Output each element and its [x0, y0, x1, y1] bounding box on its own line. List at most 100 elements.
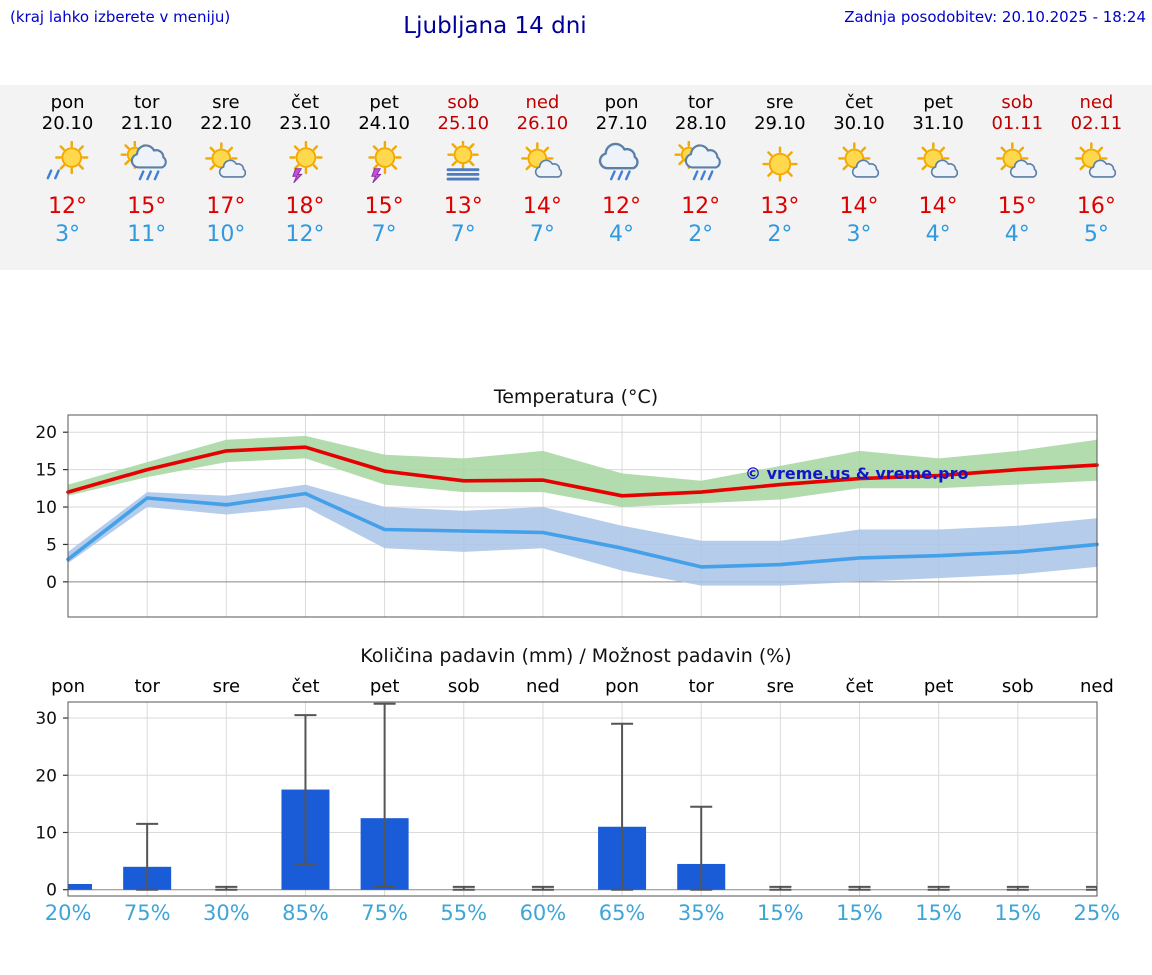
day-date: 02.11: [1070, 113, 1123, 135]
day-date: 22.10: [200, 113, 252, 135]
forecast-day-col: čet 23.10 18° 12°: [265, 92, 344, 270]
forecast-day-col: sob 25.10 13° 7°: [424, 92, 503, 270]
menu-hint: (kraj lahko izberete v meniju): [10, 8, 231, 26]
precipitation-chart-title: Količina padavin (mm) / Možnost padavin …: [360, 645, 792, 667]
day-name: ned: [525, 92, 560, 113]
day-date: 24.10: [358, 113, 410, 135]
forecast-day-col: ned 26.10 14° 7°: [503, 92, 582, 270]
max-temperature: 14°: [839, 194, 879, 220]
day-name: tor: [133, 92, 160, 113]
min-temperature: 10°: [206, 222, 246, 248]
precip-ytick-label: 20: [35, 766, 57, 786]
forecast-day-col: pet 31.10 14° 4°: [899, 92, 978, 270]
sun-cloud-rain-icon: [120, 141, 167, 181]
max-temperature: 13°: [760, 194, 800, 220]
weather-icon-holder: [345, 139, 424, 191]
sun-storm-icon: [289, 141, 323, 184]
precip-probability: 55%: [440, 901, 488, 925]
weather-icon-holder: [661, 139, 740, 191]
sun-cloud-icon: [521, 142, 563, 179]
precip-ytick-label: 0: [46, 881, 57, 900]
forecast-day-col: pon 27.10 12° 4°: [582, 92, 661, 270]
sun-cloud-icon: [204, 142, 246, 179]
precip-day-label: pon: [605, 676, 639, 697]
temp-ytick-label: 10: [35, 498, 57, 518]
precip-probability: 85%: [282, 901, 329, 925]
max-temperature: 17°: [206, 194, 246, 220]
last-update: Zadnja posodobitev: 20.10.2025 - 18:24: [844, 8, 1146, 26]
day-date: 26.10: [516, 113, 569, 135]
precip-bar: [68, 883, 92, 890]
day-name: čet: [844, 92, 873, 113]
day-date: 23.10: [279, 113, 331, 135]
day-date: 31.10: [912, 113, 964, 135]
min-temperature: 5°: [1083, 222, 1109, 248]
forecast-strip: pon 20.10 12° 3° tor 21.10 15° 11° sre 22.10 17° 10…: [0, 85, 1152, 270]
min-temperature: 3°: [846, 222, 872, 248]
weather-icon-holder: [978, 139, 1057, 191]
day-name: pon: [604, 92, 639, 113]
forecast-day-col: tor 21.10 15° 11°: [107, 92, 186, 270]
precip-day-label: ned: [1079, 676, 1114, 697]
precip-probability-row: 20% 75% 30% 85% 75% 55% 60% 65% 35% 15% 15% 15% 15% 2…: [0, 901, 1152, 925]
temp-plot-border: [67, 414, 1098, 618]
precip-probability: 20%: [44, 901, 92, 925]
forecast-day-col: sob 01.11 15° 4°: [978, 92, 1057, 270]
weather-icon-holder: [503, 139, 582, 191]
min-temperature: 12°: [285, 222, 325, 248]
min-temperature: 3°: [55, 222, 81, 248]
temperature-chart: 0 5 10 15 20 © vreme.us & vreme.pro: [35, 414, 1099, 618]
min-temperature: 7°: [371, 222, 397, 248]
forecast-day-col: čet 30.10 14° 3°: [819, 92, 898, 270]
weather-icon-holder: [819, 139, 898, 191]
temp-ytick-label: 5: [46, 535, 57, 555]
precip-ytick-label: 30: [35, 709, 57, 729]
max-temperature: 15°: [364, 194, 404, 220]
min-temperature: 4°: [1004, 222, 1030, 248]
temperature-chart-title: Temperatura (°C): [493, 386, 659, 408]
weather-icon-holder: [740, 139, 819, 191]
weather-icon-holder: [28, 139, 107, 191]
weather-icon-holder: [265, 139, 344, 191]
day-name: pon: [50, 92, 85, 113]
sun-fog-icon: [446, 141, 480, 181]
watermark[interactable]: © vreme.us & vreme.pro: [745, 464, 968, 483]
day-name: sob: [447, 92, 480, 113]
max-temperature: 12°: [681, 194, 721, 220]
precip-plot-border: [67, 701, 1098, 897]
precip-day-label: ned: [525, 676, 560, 697]
day-date: 20.10: [41, 113, 94, 135]
precip-day-labels: pon tor sre čet pet sob ned pon tor sre čet pet sob n…: [0, 676, 1152, 697]
temp-ytick-label: 20: [35, 423, 57, 443]
weather-icon-holder: [424, 139, 503, 191]
forecast-day-col: pon 20.10 12° 3°: [28, 92, 107, 270]
precip-day-label: pon: [51, 676, 85, 697]
min-temperature-line: [66, 491, 1099, 569]
max-temperature: 13°: [443, 194, 483, 220]
min-temperature: 7°: [529, 222, 555, 248]
day-date: 21.10: [120, 113, 173, 135]
precip-probability: 15%: [994, 901, 1042, 925]
temp-ytick-label: 15: [35, 461, 57, 481]
precip-ytick-label: 10: [35, 823, 57, 843]
sun-storm-icon: [368, 141, 402, 184]
precip-day-label: tor: [688, 676, 714, 697]
min-temperature: 11°: [127, 222, 167, 248]
day-name: sre: [212, 92, 240, 113]
day-name: čet: [290, 92, 319, 113]
sun-cloud-icon: [1075, 142, 1117, 179]
precip-day-label: sob: [1001, 676, 1034, 697]
precip-probability: 30%: [203, 901, 250, 925]
cloud-rain-icon: [598, 143, 639, 181]
precip-probability: 65%: [598, 901, 646, 925]
precip-plot-area: [68, 702, 1097, 891]
max-temperature: 18°: [285, 194, 325, 220]
forecast-day-col: tor 28.10 12° 2°: [661, 92, 740, 270]
day-date: 27.10: [595, 113, 648, 135]
day-name: tor: [687, 92, 714, 113]
precip-probability: 75%: [361, 901, 408, 925]
max-temperature-line: [66, 445, 1099, 498]
precip-day-label: čet: [845, 676, 874, 697]
temp-ytick-label: 0: [46, 573, 57, 593]
max-temperature: 12°: [48, 194, 88, 220]
